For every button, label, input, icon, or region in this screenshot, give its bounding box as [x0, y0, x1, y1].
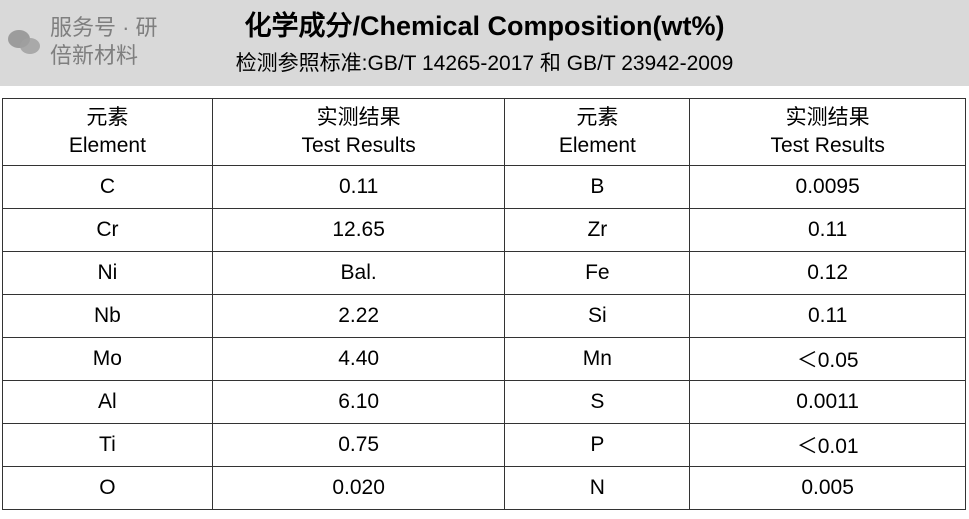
result-cell: 0.75	[211, 423, 506, 467]
result-cell: ＜0.01	[689, 423, 966, 467]
table-row: Al 6.10 S 0.0011	[2, 380, 966, 424]
result-cell: 2.22	[211, 294, 506, 338]
watermark: 服务号 · 研倍新材料	[8, 14, 170, 70]
header-en: Element	[558, 134, 636, 157]
result-cell: 0.005	[689, 466, 966, 510]
watermark-text: 服务号 · 研倍新材料	[50, 15, 158, 68]
result-cell: 0.0095	[689, 165, 966, 209]
header-element: 元素 Element	[504, 98, 691, 166]
composition-table: 元素 Element 实测结果 Test Results 元素 Element 实测结…	[2, 98, 966, 510]
element-cell: Nb	[2, 294, 213, 338]
element-cell: Mn	[504, 337, 691, 381]
element-cell: Al	[2, 380, 213, 424]
header-cn: 实测结果	[785, 106, 870, 129]
result-cell: 0.0011	[689, 380, 966, 424]
header-cn: 元素	[576, 106, 619, 129]
result-cell: 12.65	[211, 208, 506, 252]
element-cell: Cr	[2, 208, 213, 252]
standard-subtitle: 检测参照标准:GB/T 14265-2017 和 GB/T 23942-2009	[235, 52, 734, 75]
table-row: Nb 2.22 Si 0.11	[2, 294, 966, 338]
result-cell: 0.020	[211, 466, 506, 510]
result-cell: 4.40	[211, 337, 506, 381]
header-result: 实测结果 Test Results	[211, 98, 506, 166]
table-row: Cr 12.65 Zr 0.11	[2, 208, 966, 252]
element-cell: Zr	[504, 208, 691, 252]
table-row: C 0.11 B 0.0095	[2, 165, 966, 209]
element-cell: S	[504, 380, 691, 424]
wechat-icon	[8, 30, 42, 54]
result-cell: 6.10	[211, 380, 506, 424]
header-cn: 实测结果	[316, 106, 401, 129]
table-row: Ti 0.75 P ＜0.01	[2, 423, 966, 467]
header-result: 实测结果 Test Results	[689, 98, 966, 166]
element-cell: Ti	[2, 423, 213, 467]
table-header-row: 元素 Element 实测结果 Test Results 元素 Element 实测结…	[2, 98, 966, 166]
header-en: Test Results	[770, 134, 885, 157]
header-en: Test Results	[301, 134, 416, 157]
result-cell: Bal.	[211, 251, 506, 295]
element-cell: Ni	[2, 251, 213, 295]
result-cell: 0.11	[689, 208, 966, 252]
element-cell: Fe	[504, 251, 691, 295]
table-row: Mo 4.40 Mn ＜0.05	[2, 337, 966, 381]
result-cell: 0.11	[211, 165, 506, 209]
element-cell: C	[2, 165, 213, 209]
header-en: Element	[68, 134, 146, 157]
result-cell: 0.11	[689, 294, 966, 338]
element-cell: O	[2, 466, 213, 510]
header-banner: 化学成分/Chemical Composition(wt%) 检测参照标准:GB…	[0, 0, 969, 86]
table-row: Ni Bal. Fe 0.12	[2, 251, 966, 295]
element-cell: Mo	[2, 337, 213, 381]
element-cell: B	[504, 165, 691, 209]
page-title: 化学成分/Chemical Composition(wt%)	[244, 11, 725, 41]
header-element: 元素 Element	[2, 98, 213, 166]
element-cell: P	[504, 423, 691, 467]
result-cell: 0.12	[689, 251, 966, 295]
result-cell: ＜0.05	[689, 337, 966, 381]
element-cell: Si	[504, 294, 691, 338]
table-row: O 0.020 N 0.005	[2, 466, 966, 510]
element-cell: N	[504, 466, 691, 510]
header-cn: 元素	[86, 106, 129, 129]
